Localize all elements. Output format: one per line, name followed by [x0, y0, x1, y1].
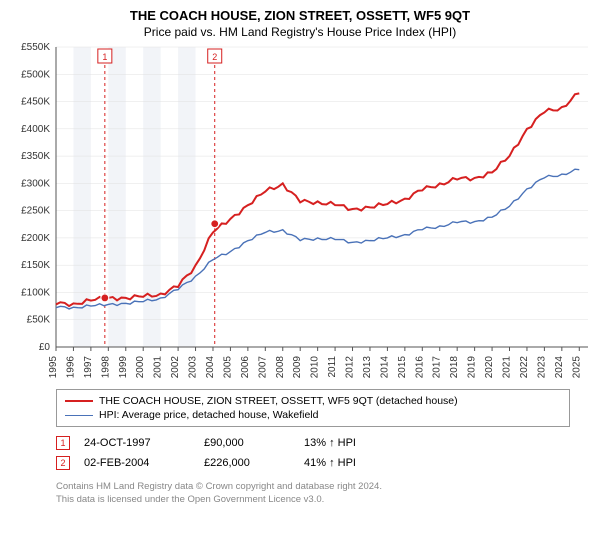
chart-title: THE COACH HOUSE, ZION STREET, OSSETT, WF… [0, 0, 600, 23]
sale-delta: 41% ↑ HPI [304, 457, 424, 469]
svg-text:2016: 2016 [414, 356, 425, 379]
svg-text:2014: 2014 [379, 356, 390, 379]
svg-text:2020: 2020 [484, 356, 495, 379]
svg-text:2019: 2019 [467, 356, 478, 379]
svg-text:1995: 1995 [48, 356, 59, 379]
legend-label: HPI: Average price, detached house, Wake… [99, 409, 318, 421]
svg-text:2013: 2013 [362, 356, 373, 379]
sale-row: 2 02-FEB-2004£226,00041% ↑ HPI [56, 453, 570, 473]
svg-text:1996: 1996 [65, 356, 76, 379]
svg-text:2008: 2008 [275, 356, 286, 379]
sale-amount: £226,000 [204, 457, 304, 469]
svg-text:2002: 2002 [170, 356, 181, 379]
svg-text:2009: 2009 [292, 356, 303, 379]
svg-text:2011: 2011 [327, 356, 338, 378]
svg-text:£100K: £100K [21, 287, 50, 298]
svg-text:£150K: £150K [21, 260, 50, 271]
sale-amount: £90,000 [204, 437, 304, 449]
sale-date: 24-OCT-1997 [84, 437, 204, 449]
footer-line-2: This data is licensed under the Open Gov… [56, 494, 570, 507]
svg-text:2004: 2004 [205, 356, 216, 379]
sale-row: 1 24-OCT-1997£90,00013% ↑ HPI [56, 433, 570, 453]
legend-swatch [65, 400, 93, 402]
svg-text:2007: 2007 [257, 356, 268, 379]
svg-text:2024: 2024 [554, 356, 565, 379]
legend-row: THE COACH HOUSE, ZION STREET, OSSETT, WF… [65, 394, 561, 408]
svg-text:2017: 2017 [432, 356, 443, 379]
svg-text:£350K: £350K [21, 151, 50, 162]
svg-text:2001: 2001 [153, 356, 164, 379]
svg-text:2021: 2021 [502, 356, 513, 379]
svg-text:£250K: £250K [21, 206, 50, 217]
sale-delta: 13% ↑ HPI [304, 437, 424, 449]
sales-table: 1 24-OCT-1997£90,00013% ↑ HPI 2 02-FEB-2004… [56, 433, 570, 473]
svg-text:£0: £0 [39, 342, 51, 353]
svg-text:2018: 2018 [449, 356, 460, 379]
svg-text:£550K: £550K [21, 43, 50, 53]
svg-text:£400K: £400K [21, 124, 50, 135]
legend: THE COACH HOUSE, ZION STREET, OSSETT, WF… [56, 389, 570, 427]
legend-label: THE COACH HOUSE, ZION STREET, OSSETT, WF… [99, 395, 458, 407]
sale-date: 02-FEB-2004 [84, 457, 204, 469]
chart-subtitle: Price paid vs. HM Land Registry's House … [0, 23, 600, 43]
svg-text:1997: 1997 [83, 356, 94, 379]
svg-text:2006: 2006 [240, 356, 251, 379]
sale-marker: 1 [56, 436, 70, 450]
svg-text:2012: 2012 [345, 356, 356, 379]
svg-text:2022: 2022 [519, 356, 530, 379]
legend-row: HPI: Average price, detached house, Wake… [65, 408, 561, 422]
svg-text:1: 1 [102, 52, 107, 62]
legend-swatch [65, 415, 93, 416]
svg-text:2023: 2023 [536, 356, 547, 379]
svg-text:2003: 2003 [188, 356, 199, 379]
footer-note: Contains HM Land Registry data © Crown c… [56, 481, 570, 507]
sale-marker: 2 [56, 456, 70, 470]
svg-text:2025: 2025 [571, 356, 582, 379]
svg-text:2015: 2015 [397, 356, 408, 379]
svg-text:2010: 2010 [310, 356, 321, 379]
svg-text:£50K: £50K [27, 315, 51, 326]
svg-text:£500K: £500K [21, 69, 50, 80]
svg-text:£200K: £200K [21, 233, 50, 244]
footer-line-1: Contains HM Land Registry data © Crown c… [56, 481, 570, 494]
svg-text:2005: 2005 [222, 356, 233, 379]
svg-text:1999: 1999 [118, 356, 129, 379]
svg-text:2: 2 [212, 52, 217, 62]
svg-text:1998: 1998 [100, 356, 111, 379]
svg-text:2000: 2000 [135, 356, 146, 379]
price-chart: £0 £50K £100K £150K £200K £250K £300K £350K £400… [0, 43, 600, 383]
svg-text:£450K: £450K [21, 97, 50, 108]
svg-text:£300K: £300K [21, 178, 50, 189]
